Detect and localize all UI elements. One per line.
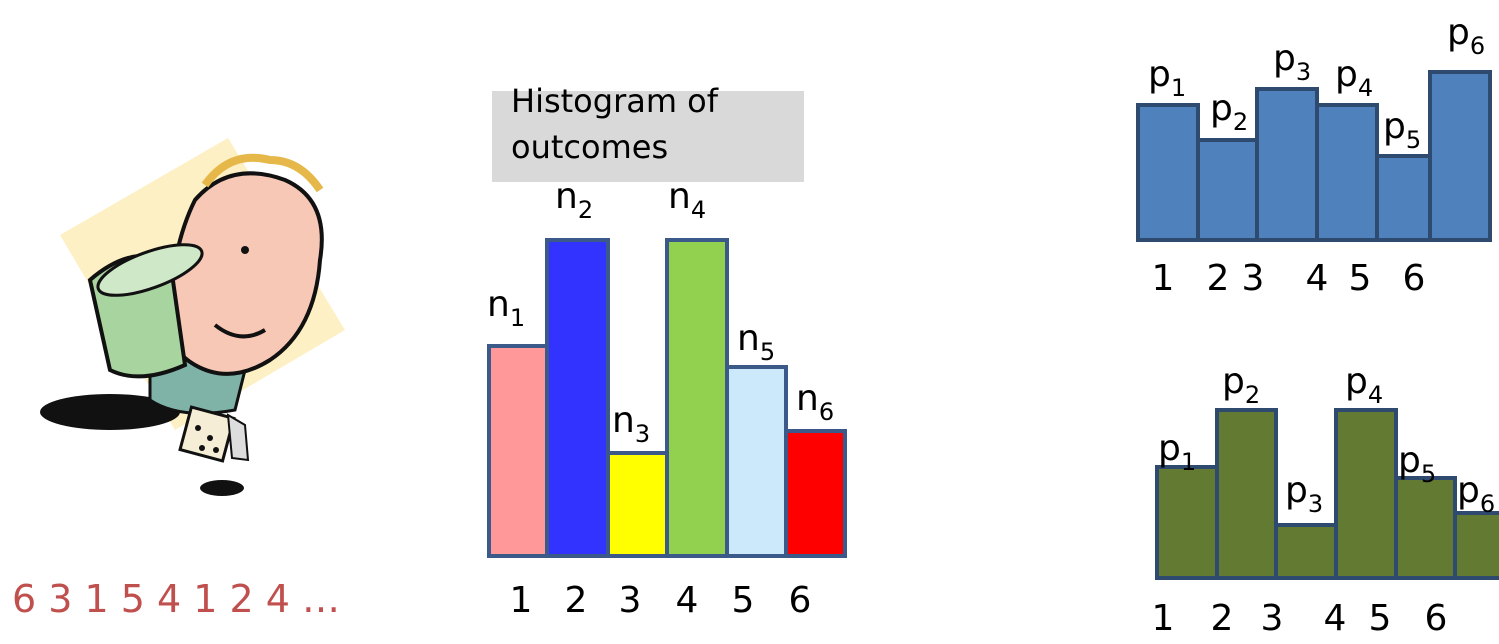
outcome-sequence: 6 3 1 5 4 1 2 4 … [12,577,340,621]
category-label: 1 [510,580,533,621]
bar-label-subscript: 1 [510,304,525,332]
bar-label-letter: p [1222,361,1245,402]
bar [1198,140,1257,240]
bar-label-subscript: 5 [760,338,775,366]
bar-label: n5 [737,318,775,366]
bar-label-letter: p [1335,54,1358,95]
category-label: 2 [1207,258,1230,299]
bar-label: p2 [1210,88,1248,136]
bar-label: p1 [1158,428,1196,476]
bar-label-subscript: 1 [1171,74,1186,102]
bar-label: p4 [1345,361,1383,409]
bar-label-subscript: 3 [635,420,650,448]
bar-label: p3 [1285,470,1323,518]
bar [1336,410,1396,578]
bar-label-letter: p [1447,12,1470,53]
bar-label-subscript: 1 [1181,448,1196,476]
bar-label: n4 [668,176,706,224]
bar-label: n6 [796,378,834,426]
histogram-title: Histogram of [511,82,719,120]
bar-label-subscript: 3 [1296,58,1311,86]
bar [667,240,727,556]
bar-label-subscript: 2 [1245,381,1260,409]
bar-label-letter: n [487,284,510,325]
bar-label-subscript: 3 [1308,490,1323,518]
bar [1157,467,1217,578]
category-label: 1 [1152,258,1175,299]
bar-label: p3 [1273,38,1311,86]
bar-label-letter: p [1158,428,1181,469]
category-label: 2 [1211,598,1234,639]
bar [1257,89,1317,240]
bar-label: p5 [1398,440,1436,488]
bar-label: p1 [1148,54,1186,102]
category-label: 6 [789,580,812,621]
bar [1317,105,1377,240]
bar [608,453,667,556]
bar-label-letter: n [737,318,760,359]
bar-label-letter: p [1148,54,1171,95]
bar-label: p4 [1335,54,1373,102]
bar-label: p2 [1222,361,1260,409]
bar [1455,513,1499,578]
bar-label-subscript: 6 [1480,490,1495,518]
bar-label-letter: n [668,176,691,217]
category-label: 4 [676,580,699,621]
bar-label: p6 [1447,12,1485,60]
bar-label-subscript: 4 [1368,381,1383,409]
bar [1276,525,1336,578]
category-label: 6 [1425,598,1448,639]
bar-label: n3 [612,400,650,448]
bar [547,240,608,556]
category-label: 3 [1261,598,1284,639]
bar-label-letter: p [1273,38,1296,79]
bar-label-subscript: 4 [691,196,706,224]
bar-label-letter: p [1210,88,1233,129]
bar-label-subscript: 2 [578,196,593,224]
bar-label-letter: p [1457,470,1480,511]
category-label: 3 [1242,258,1265,299]
category-label: 3 [619,580,642,621]
bar [1377,156,1430,240]
bar-label-letter: n [612,400,635,441]
bar-label-subscript: 5 [1406,126,1421,154]
bar-label-letter: p [1398,440,1421,481]
bar-label-subscript: 5 [1421,460,1436,488]
clipart [40,138,345,496]
bar-label: p5 [1383,106,1421,154]
slide: 6 3 1 5 4 1 2 4 … Histogram of outcomes … [0,0,1499,644]
category-label: 2 [565,580,588,621]
category-label: 5 [1349,258,1372,299]
bar [1217,410,1276,578]
bar-label-letter: p [1345,361,1368,402]
category-label: 5 [1369,598,1392,639]
bar-label-subscript: 4 [1358,74,1373,102]
category-label: 1 [1152,598,1175,639]
bar-label-letter: p [1383,106,1406,147]
bar-label-letter: n [555,176,578,217]
bar-label: n1 [487,284,525,332]
bar [1430,72,1490,240]
category-label: 6 [1403,258,1426,299]
bar-label: n2 [555,176,593,224]
bar [1396,478,1455,578]
bar-label-letter: p [1285,470,1308,511]
bar [727,367,786,556]
page: {"sequence": "6 3 1 5 4 1 2 4 …", "histo… [0,0,1499,644]
bar-label-subscript: 6 [1470,32,1485,60]
bar-label-subscript: 6 [819,398,834,426]
bar [489,346,547,556]
category-label: 4 [1306,258,1329,299]
bar-label-letter: n [796,378,819,419]
bar [786,431,845,556]
histogram-title: outcomes [511,128,668,166]
bar [1138,105,1198,240]
bar-label: p6 [1457,470,1495,518]
bar-label-subscript: 2 [1233,108,1248,136]
category-label: 4 [1324,598,1347,639]
category-label: 5 [732,580,755,621]
